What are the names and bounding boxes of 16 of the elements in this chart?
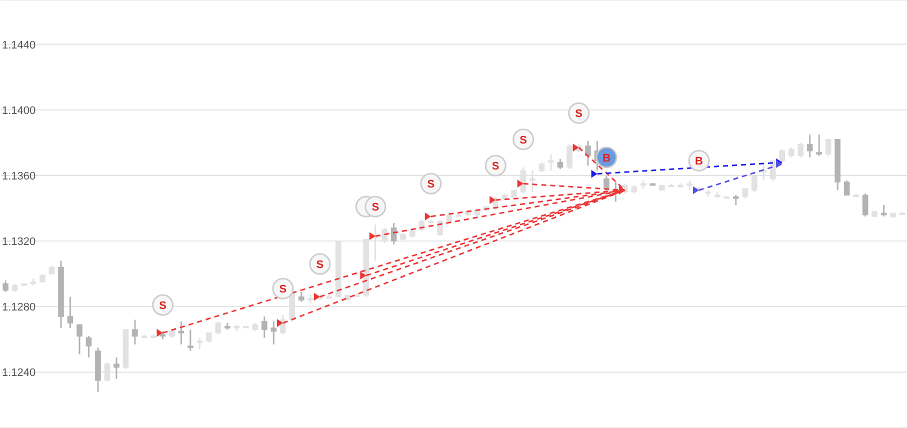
y-tick-label: 1.1280 (2, 302, 36, 314)
data-label: S (427, 178, 435, 191)
data-label: B (602, 152, 611, 164)
data-label: S (279, 284, 287, 296)
data-label: S (372, 202, 380, 214)
y-tick-label: 1.1320 (2, 236, 36, 248)
y-tick-label: 1.1240 (2, 367, 36, 380)
y-tick-label: 1.1440 (2, 39, 36, 52)
data-label: S (316, 259, 324, 272)
data-label: S (575, 108, 582, 120)
data-label: B (695, 156, 704, 168)
data-label: S (520, 134, 528, 146)
data-label: S (159, 300, 166, 312)
y-tick-label: 1.1360 (2, 170, 36, 182)
y-tick-label: 1.1400 (2, 104, 36, 117)
data-label: S (492, 160, 500, 173)
